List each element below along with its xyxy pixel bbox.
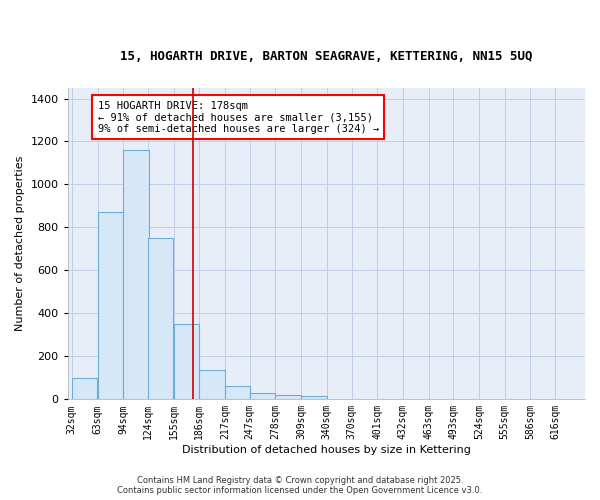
Bar [72,378,97,400]
Bar [123,150,149,400]
Bar [199,370,225,400]
Bar [250,393,275,400]
Y-axis label: Number of detached properties: Number of detached properties [15,156,25,331]
Bar [173,324,199,400]
X-axis label: Distribution of detached houses by size in Kettering: Distribution of detached houses by size … [182,445,471,455]
Bar [148,238,173,400]
Bar [98,212,123,400]
Bar [225,386,250,400]
Text: 15 HOGARTH DRIVE: 178sqm
← 91% of detached houses are smaller (3,155)
9% of semi: 15 HOGARTH DRIVE: 178sqm ← 91% of detach… [98,100,379,134]
Title: 15, HOGARTH DRIVE, BARTON SEAGRAVE, KETTERING, NN15 5UQ: 15, HOGARTH DRIVE, BARTON SEAGRAVE, KETT… [120,50,533,63]
Text: Contains HM Land Registry data © Crown copyright and database right 2025.
Contai: Contains HM Land Registry data © Crown c… [118,476,482,495]
Bar [275,395,301,400]
Bar [301,396,326,400]
